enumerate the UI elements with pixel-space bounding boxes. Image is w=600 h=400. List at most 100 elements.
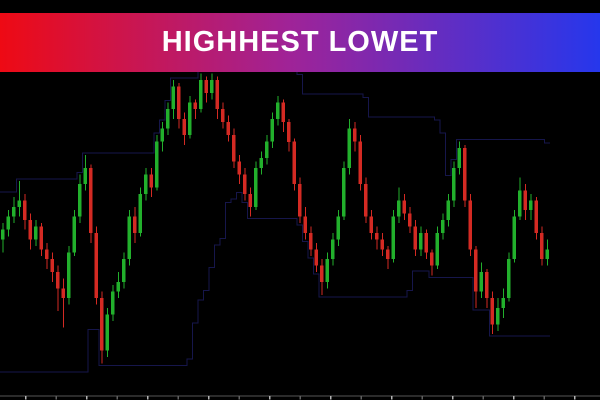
candle-body xyxy=(193,102,197,110)
candle-body xyxy=(446,200,450,220)
candle-body xyxy=(248,193,252,207)
candle-body xyxy=(430,252,434,266)
candle-body xyxy=(276,102,280,119)
candle-body xyxy=(408,213,412,227)
candle-body xyxy=(545,249,549,260)
candle-body xyxy=(259,158,263,168)
candle-body xyxy=(210,79,214,93)
candle-body xyxy=(380,239,384,250)
candle-body xyxy=(6,216,10,230)
candle-body xyxy=(314,249,318,266)
candle-body xyxy=(111,291,115,315)
candle-body xyxy=(144,174,148,194)
candle-body xyxy=(122,259,126,282)
candle-body xyxy=(100,298,104,351)
candle-body xyxy=(479,272,483,292)
candle-body xyxy=(226,122,230,136)
candle-body xyxy=(375,233,379,240)
candle-body xyxy=(490,298,494,325)
candle-body xyxy=(413,226,417,250)
candle-body xyxy=(303,216,307,233)
candle-body xyxy=(402,200,406,214)
header-banner: HIGHHEST LOWET xyxy=(0,13,600,72)
candle-body xyxy=(468,200,472,250)
candle-body xyxy=(182,118,186,136)
candle-body xyxy=(523,190,527,211)
candle-body xyxy=(133,216,137,233)
candle-body xyxy=(237,161,241,175)
candle-body xyxy=(386,249,390,260)
candle-body xyxy=(501,298,505,308)
candle-body xyxy=(325,259,329,282)
candle-body xyxy=(72,216,76,253)
candle-body xyxy=(463,148,467,201)
candle-body xyxy=(512,216,516,260)
candle-body xyxy=(292,141,296,185)
candle-body xyxy=(94,233,98,299)
candle-body xyxy=(45,249,49,260)
candle-body xyxy=(457,148,461,168)
candle-body xyxy=(507,259,511,299)
candle-body xyxy=(336,216,340,240)
candle-body xyxy=(1,229,5,240)
candle-body xyxy=(358,141,362,185)
candle-body xyxy=(435,233,439,266)
candle-body xyxy=(485,272,489,299)
highest-line xyxy=(0,70,550,193)
candle-body xyxy=(23,200,27,220)
banner-title: HIGHHEST LOWET xyxy=(161,26,439,58)
candle-body xyxy=(298,184,302,217)
candle-body xyxy=(243,174,247,194)
candle-body xyxy=(529,200,533,211)
candle-body xyxy=(419,233,423,250)
candle-body xyxy=(540,233,544,260)
candle-body xyxy=(232,135,236,162)
candle-body xyxy=(342,167,346,217)
candle-body xyxy=(177,86,181,119)
candle-body xyxy=(39,226,43,250)
candle-body xyxy=(424,233,428,253)
candle-body xyxy=(105,314,109,351)
candle-body xyxy=(67,252,71,299)
candle-body xyxy=(204,79,208,93)
candle-body xyxy=(496,308,500,325)
candle-body xyxy=(369,216,373,233)
candle-body xyxy=(534,200,538,233)
candle-body xyxy=(474,249,478,292)
highest-lowest-channel xyxy=(0,70,550,373)
candle-body xyxy=(28,220,32,240)
candle-body xyxy=(149,174,153,188)
candle-body xyxy=(17,200,21,207)
candle-body xyxy=(397,200,401,217)
candle-body xyxy=(188,102,192,136)
candle-body xyxy=(347,128,351,168)
candle-body xyxy=(518,190,522,217)
candle-body xyxy=(89,167,93,233)
candle-body xyxy=(452,167,456,201)
candle-body xyxy=(78,184,82,217)
candle-body xyxy=(155,141,159,188)
candle-body xyxy=(61,288,65,299)
candle-body xyxy=(199,79,203,110)
candle-body xyxy=(116,281,120,292)
candle-body xyxy=(166,109,170,129)
candle-body xyxy=(287,122,291,142)
candle-body xyxy=(254,167,258,207)
lowest-line xyxy=(0,192,550,373)
candle-body xyxy=(391,216,395,260)
candle-body xyxy=(320,265,324,282)
candle-body xyxy=(265,141,269,158)
candle-body xyxy=(56,272,60,289)
candle-body xyxy=(160,128,164,142)
candle-body xyxy=(215,79,219,110)
candle-body xyxy=(331,239,335,260)
candle-body xyxy=(309,233,313,250)
candle-body xyxy=(34,226,38,240)
candle-body xyxy=(441,220,445,233)
candle-body xyxy=(12,206,16,217)
candle-body xyxy=(281,102,285,123)
candle-body xyxy=(353,128,357,142)
